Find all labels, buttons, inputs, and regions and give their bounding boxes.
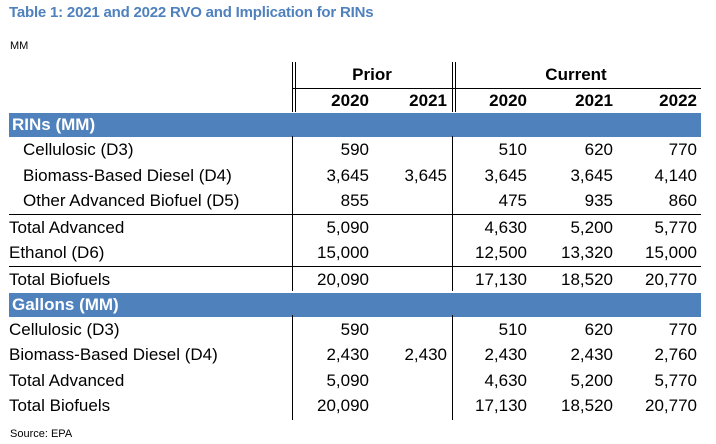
row-label: Biomass-Based Diesel (D4) bbox=[9, 345, 218, 365]
row-value: 3,645 bbox=[570, 165, 613, 185]
header-year: 2021 bbox=[373, 87, 451, 114]
row-value: 5,770 bbox=[654, 370, 697, 390]
row-value: 935 bbox=[584, 191, 613, 211]
row-value: 18,520 bbox=[561, 396, 613, 416]
row-value bbox=[373, 215, 451, 241]
rvo-table: Prior Current 2020 2021 2020 2021 2022 R… bbox=[9, 62, 701, 419]
row-value: 5,770 bbox=[654, 217, 697, 237]
row-value: 5,200 bbox=[570, 370, 613, 390]
header-year: 2022 bbox=[617, 87, 701, 114]
row-value: 3,645 bbox=[326, 165, 369, 185]
row-value bbox=[373, 137, 451, 163]
divider-line bbox=[452, 315, 453, 420]
row-value: 860 bbox=[668, 191, 697, 211]
row-label: Biomass-Based Diesel (D4) bbox=[23, 165, 232, 185]
row-value: 2,430 bbox=[326, 345, 369, 365]
row-value: 510 bbox=[498, 139, 527, 159]
row-label: Total Advanced bbox=[9, 370, 125, 390]
row-value: 17,130 bbox=[475, 396, 527, 416]
row-value: 5,090 bbox=[326, 217, 369, 237]
divider-line bbox=[452, 62, 453, 112]
row-value: 590 bbox=[340, 319, 369, 339]
table-row: Cellulosic (D3) 590 510 620 770 bbox=[9, 137, 701, 163]
row-value bbox=[373, 368, 451, 394]
row-value: 770 bbox=[668, 139, 697, 159]
row-value: 20,090 bbox=[317, 269, 369, 289]
source-note: Source: EPA bbox=[10, 428, 73, 440]
divider-line bbox=[292, 62, 293, 112]
row-value: 5,090 bbox=[326, 370, 369, 390]
row-label: Cellulosic (D3) bbox=[23, 139, 134, 159]
row-value: 4,140 bbox=[654, 165, 697, 185]
row-value: 20,770 bbox=[645, 396, 697, 416]
row-value: 15,000 bbox=[645, 243, 697, 263]
table-row: Total Biofuels 20,090 17,130 18,520 20,7… bbox=[9, 394, 701, 420]
table-row: Total Advanced 5,090 4,630 5,200 5,770 bbox=[9, 368, 701, 394]
row-value: 590 bbox=[340, 139, 369, 159]
row-value: 17,130 bbox=[475, 269, 527, 289]
row-value: 4,630 bbox=[484, 370, 527, 390]
header-year-row: 2020 2021 2020 2021 2022 bbox=[9, 87, 701, 114]
header-year: 2020 bbox=[451, 87, 531, 114]
divider-line bbox=[455, 62, 456, 112]
table-row: Biomass-Based Diesel (D4) 2,430 2,430 2,… bbox=[9, 342, 701, 368]
table-row: Other Advanced Biofuel (D5) 855 475 935 … bbox=[9, 188, 701, 214]
header-prior: Prior bbox=[352, 64, 392, 84]
row-value: 475 bbox=[498, 191, 527, 211]
header-current: Current bbox=[545, 64, 607, 84]
row-label: Total Advanced bbox=[9, 217, 125, 237]
row-value: 2,760 bbox=[654, 345, 697, 365]
row-label: Cellulosic (D3) bbox=[9, 319, 120, 339]
section-label: RINs (MM) bbox=[12, 115, 96, 135]
row-value: 2,430 bbox=[404, 345, 447, 365]
row-value: 2,430 bbox=[484, 345, 527, 365]
divider-line bbox=[452, 136, 453, 291]
divider-line bbox=[292, 315, 293, 420]
header-year: 2020 bbox=[293, 87, 373, 114]
row-value: 4,630 bbox=[484, 217, 527, 237]
table-row: Cellulosic (D3) 590 510 620 770 bbox=[9, 317, 701, 343]
row-value bbox=[373, 317, 451, 343]
table-title: Table 1: 2021 and 2022 RVO and Implicati… bbox=[9, 4, 374, 21]
table-row: Total Advanced 5,090 4,630 5,200 5,770 bbox=[9, 213, 701, 241]
row-value: 510 bbox=[498, 319, 527, 339]
row-value: 620 bbox=[584, 139, 613, 159]
row-value bbox=[373, 267, 451, 293]
row-value: 12,500 bbox=[475, 243, 527, 263]
row-label: Ethanol (D6) bbox=[9, 243, 105, 263]
row-value bbox=[373, 241, 451, 267]
table-row: Total Biofuels 20,090 17,130 18,520 20,7… bbox=[9, 266, 701, 293]
header-year: 2021 bbox=[531, 87, 617, 114]
header-group-row: Prior Current bbox=[9, 62, 701, 88]
row-value: 13,320 bbox=[561, 243, 613, 263]
row-value: 2,430 bbox=[570, 345, 613, 365]
row-label: Total Biofuels bbox=[9, 269, 111, 289]
row-value: 5,200 bbox=[570, 217, 613, 237]
row-value: 15,000 bbox=[317, 243, 369, 263]
row-label: Total Biofuels bbox=[9, 396, 111, 416]
row-value: 20,090 bbox=[317, 396, 369, 416]
table-row: Ethanol (D6) 15,000 12,500 13,320 15,000 bbox=[9, 241, 701, 267]
row-value: 770 bbox=[668, 319, 697, 339]
row-label: Other Advanced Biofuel (D5) bbox=[23, 191, 240, 211]
section-rins: RINs (MM) bbox=[9, 113, 701, 138]
row-value: 620 bbox=[584, 319, 613, 339]
row-value bbox=[373, 394, 451, 420]
row-value: 3,645 bbox=[484, 165, 527, 185]
units-label: MM bbox=[10, 40, 29, 52]
row-value: 20,770 bbox=[645, 269, 697, 289]
divider-line bbox=[292, 136, 293, 291]
row-value: 855 bbox=[340, 191, 369, 211]
section-gallons: Gallons (MM) bbox=[9, 292, 701, 317]
section-label: Gallons (MM) bbox=[12, 294, 119, 314]
table-row: Biomass-Based Diesel (D4) 3,645 3,645 3,… bbox=[9, 163, 701, 189]
row-value: 3,645 bbox=[404, 165, 447, 185]
row-value: 18,520 bbox=[561, 269, 613, 289]
row-value bbox=[373, 188, 451, 214]
divider-line bbox=[295, 62, 296, 112]
